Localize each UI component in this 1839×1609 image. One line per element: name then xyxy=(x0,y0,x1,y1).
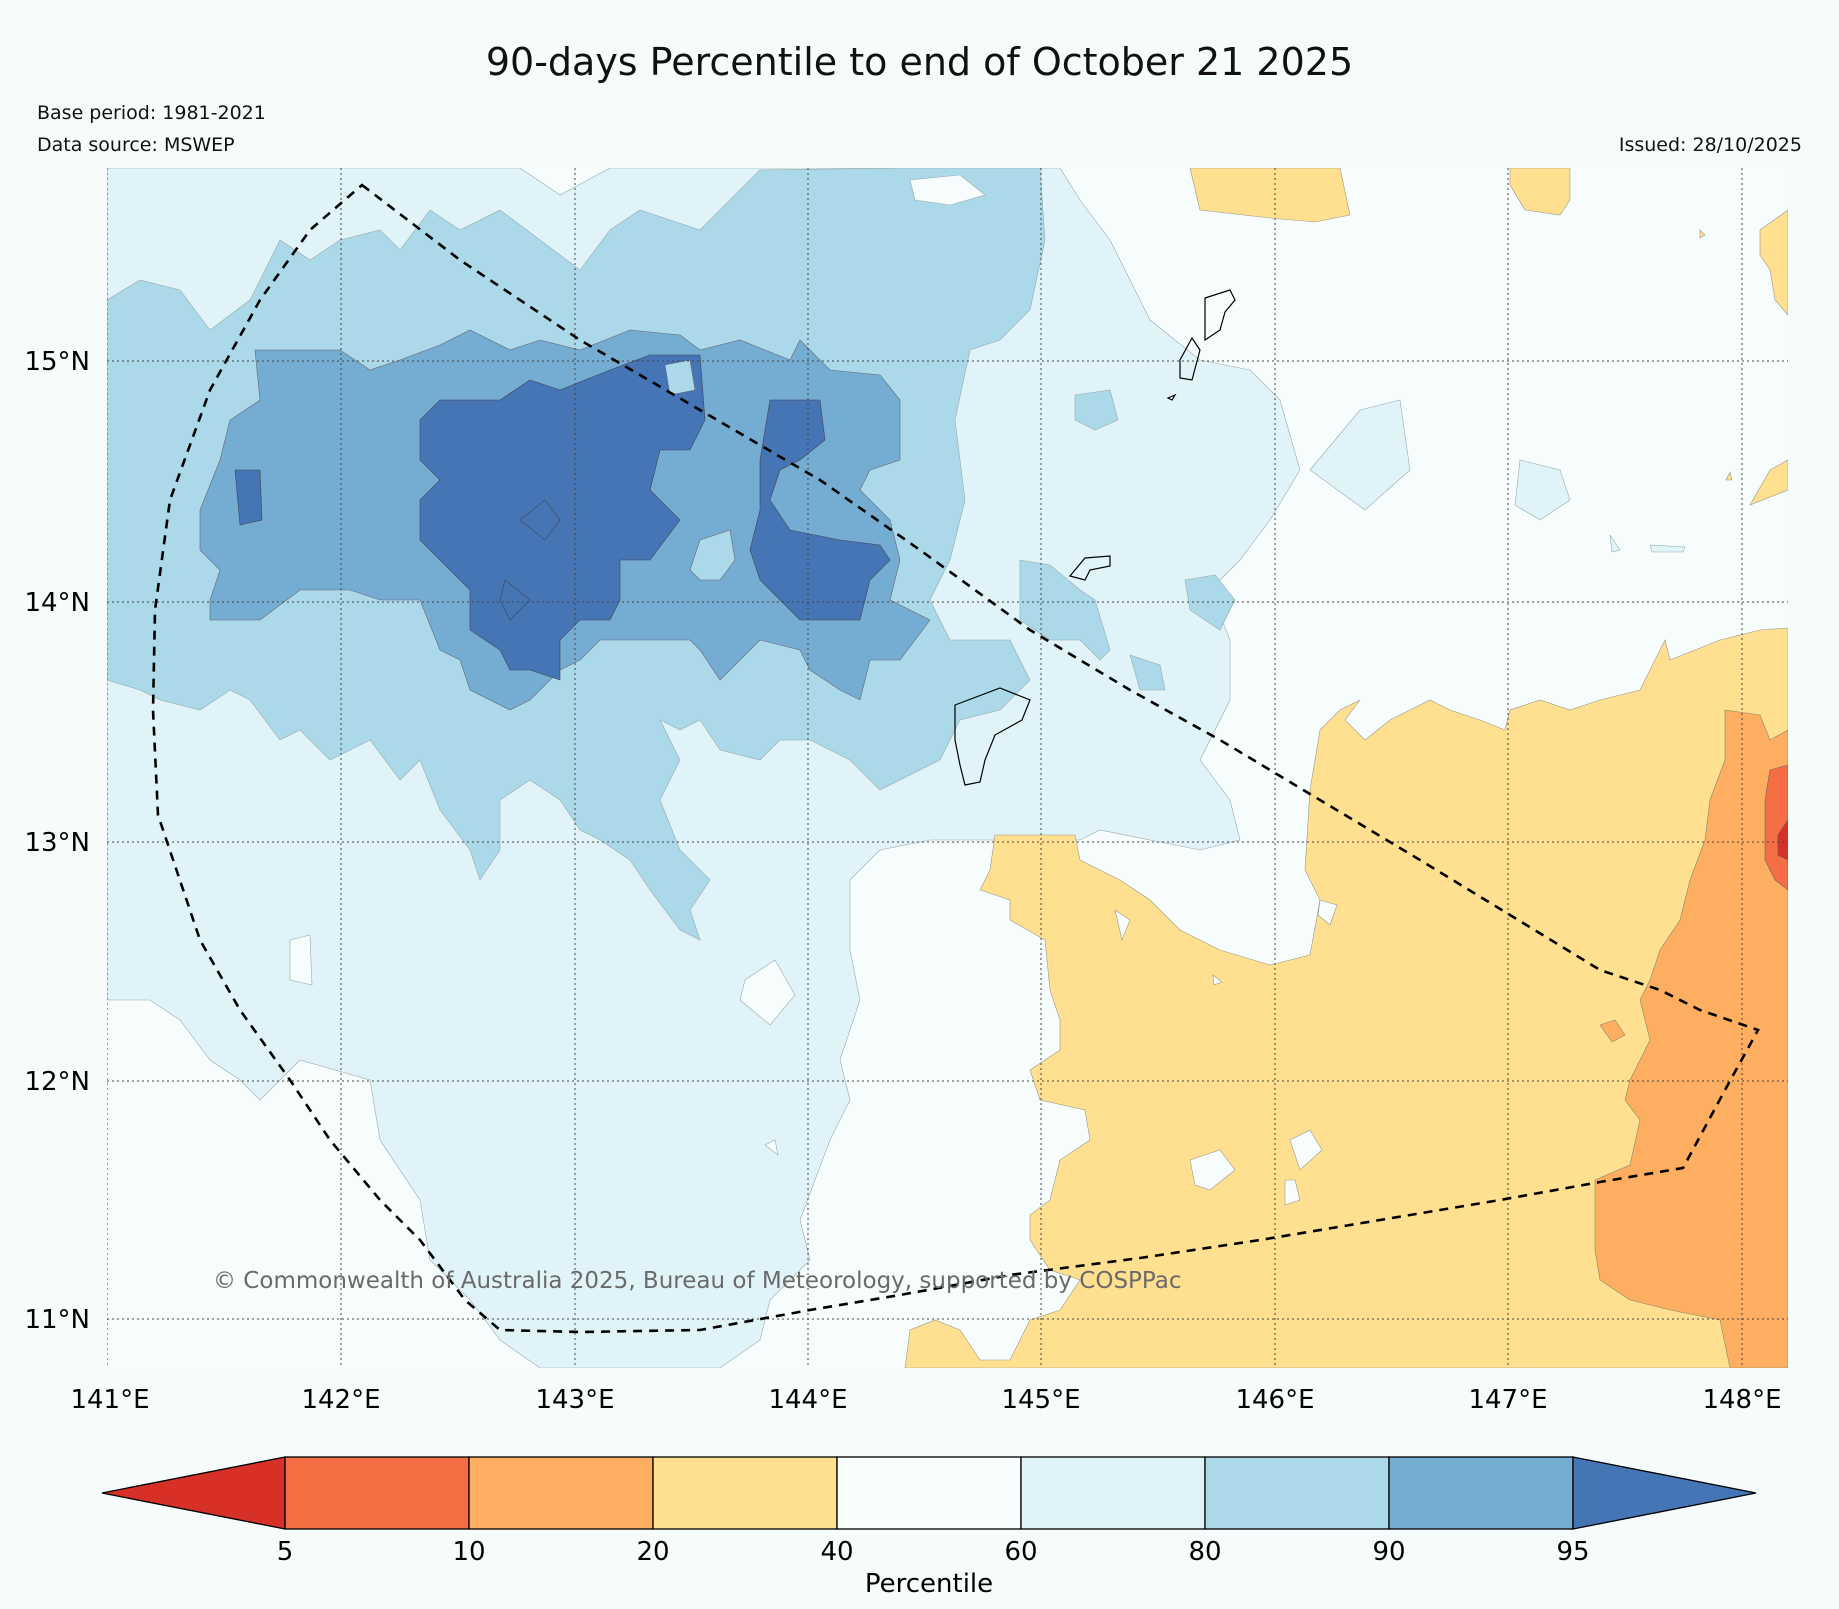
longitude-labels: 141°E 142°E 143°E 144°E 145°E 146°E 147°… xyxy=(70,1385,1781,1415)
band-above-95-region xyxy=(419,354,706,681)
map-title: 90-days Percentile to end of October 21 … xyxy=(485,40,1354,84)
colorbar-tick: 20 xyxy=(636,1537,669,1567)
lat-label: 13°N xyxy=(24,828,90,858)
colorbar-segment-60-80 xyxy=(1020,1456,1206,1530)
colorbar-tick: 10 xyxy=(452,1537,485,1567)
band-20-40-region xyxy=(904,627,1788,1368)
latitude-labels: 15°N 14°N 13°N 12°N 11°N xyxy=(24,347,90,1335)
colorbar-segment-10-20 xyxy=(468,1456,654,1530)
lon-label: 143°E xyxy=(535,1385,614,1415)
band-60-80-patch xyxy=(1309,399,1686,553)
band-40-60-hole xyxy=(1114,899,1338,1206)
base-period-text: Base period: 1981-2021 xyxy=(37,102,266,124)
lon-label: 147°E xyxy=(1468,1385,1547,1415)
data-source-text: Data source: MSWEP xyxy=(37,134,235,156)
band-20-40-patch xyxy=(1189,168,1788,506)
lat-label: 14°N xyxy=(24,588,90,618)
band-above-95-region xyxy=(234,469,263,526)
band-below-5-region xyxy=(1777,819,1788,861)
lat-label: 15°N xyxy=(24,347,90,377)
lat-label: 12°N xyxy=(24,1067,90,1097)
colorbar-segment-90-95 xyxy=(1388,1456,1574,1530)
colorbar-segment-80-90 xyxy=(1204,1456,1390,1530)
map-plot-area: © Commonwealth of Australia 2025, Bureau… xyxy=(107,168,1788,1368)
colorbar xyxy=(101,1456,1757,1530)
colorbar-segment-20-40 xyxy=(652,1456,838,1530)
lon-label: 146°E xyxy=(1235,1385,1314,1415)
colorbar-tick: 80 xyxy=(1188,1537,1221,1567)
band-10-20-region xyxy=(1594,709,1788,1368)
lon-label: 144°E xyxy=(768,1385,847,1415)
lon-label: 145°E xyxy=(1001,1385,1080,1415)
band-80-90-island xyxy=(664,359,736,581)
lat-label: 11°N xyxy=(24,1305,90,1335)
issued-date-text: Issued: 28/10/2025 xyxy=(1618,134,1802,156)
colorbar-tick: 95 xyxy=(1556,1537,1589,1567)
copyright-text: © Commonwealth of Australia 2025, Bureau… xyxy=(213,1268,1182,1294)
colorbar-label: Percentile xyxy=(865,1569,993,1599)
colorbar-segment-40-60 xyxy=(836,1456,1022,1530)
island-coastlines xyxy=(954,289,1236,786)
colorbar-tick: 40 xyxy=(820,1537,853,1567)
colorbar-segment-5-10 xyxy=(284,1456,470,1530)
band-5-10-region xyxy=(1764,764,1788,891)
colorbar-tick: 5 xyxy=(277,1537,294,1567)
colorbar-segment-below-5 xyxy=(101,1456,286,1530)
lon-label: 142°E xyxy=(301,1385,380,1415)
map-gridlines xyxy=(107,168,1788,1368)
colorbar-tick: 90 xyxy=(1372,1537,1405,1567)
colorbar-tick: 60 xyxy=(1004,1537,1037,1567)
lon-label: 148°E xyxy=(1702,1385,1781,1415)
band-above-95-region xyxy=(499,499,561,621)
colorbar-ticks: 5 10 20 40 60 80 90 95 Percentile xyxy=(277,1537,1590,1599)
colorbar-segment-above-95 xyxy=(1572,1456,1757,1530)
lon-label: 141°E xyxy=(70,1385,149,1415)
band-80-90-island xyxy=(1019,389,1236,691)
band-40-60-hole xyxy=(289,174,986,1156)
band-above-95-region xyxy=(749,399,891,621)
